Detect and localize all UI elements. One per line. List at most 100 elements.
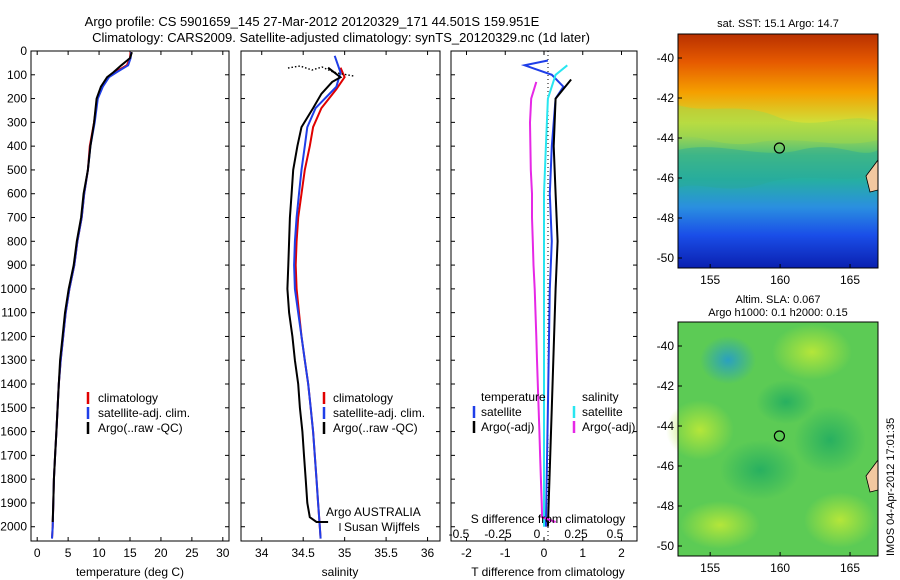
temperature-panel: 0100200300400500600700800900100011001200… (0, 44, 230, 579)
depth-tick-label: 2000 (0, 520, 27, 534)
map-x-tick-label: 160 (770, 561, 790, 575)
legend-label-argo: Argo(..raw -QC) (333, 421, 418, 435)
sla-float-marker (773, 430, 786, 442)
salinity-profiles (286, 55, 346, 539)
x-tick-label: 15 (123, 546, 137, 560)
x-tick-label: 30 (216, 546, 230, 560)
map-y-tick-label: -40 (657, 51, 675, 65)
depth-tick-label: 1700 (0, 448, 27, 462)
temperature-x-ticks: 0 5 10 15 20 25 30 (34, 51, 230, 560)
map-y-tick-label: -44 (657, 419, 675, 433)
sla-feature (720, 440, 800, 500)
legend-label-satellite: satellite-adj. clim. (98, 406, 190, 420)
salinity-depth-ticks (241, 50, 440, 528)
sst-cold-front-band (678, 147, 878, 189)
legend-label-argo: Argo(..raw -QC) (98, 421, 183, 435)
header-line2: Climatology: CARS2009. Satellite-adjuste… (92, 30, 590, 45)
sst-heatmap (678, 34, 878, 268)
map-x-tick-label: 165 (840, 561, 860, 575)
sst-x-ticks: 155 160 165 (700, 264, 860, 287)
temperature-axes (30, 50, 230, 542)
difference-depth-ticks (451, 50, 637, 528)
salinity-x-ticks: 34 34.5 35 35.5 36 (255, 51, 435, 560)
legend-label-s-satellite: satellite (582, 405, 623, 419)
sla-feature (756, 380, 816, 424)
depth-tick-label: 300 (7, 115, 27, 129)
x-tick-label: 0 (34, 546, 41, 560)
x2-tick-label: 0.5 (607, 527, 624, 541)
sst-float-marker (773, 142, 786, 154)
x2-tick-label: -0.5 (449, 527, 470, 541)
salinity-legend: climatology satellite-adj. clim. Argo(..… (322, 391, 425, 435)
difference-x-ticks: -2 -1 0 1 2 -0.5 -0.25 0 0.25 0.5 (449, 51, 625, 560)
sst-map-frame (677, 33, 879, 269)
x-tick-label: 35 (338, 546, 352, 560)
depth-tick-label: 200 (7, 92, 27, 106)
temperature-profiles (51, 51, 133, 539)
s-difference-label: S difference from climatology (471, 512, 626, 526)
x-tick-label: 36 (421, 546, 435, 560)
sst-map-title: sat. SST: 15.1 Argo: 14.7 (717, 18, 839, 30)
legend-label-s-argo: Argo(-adj) (582, 420, 635, 434)
legend-label-climatology: climatology (98, 391, 158, 405)
series-line-satellite (543, 64, 568, 527)
sla-map-panel: Altim. SLA: 0.067 Argo h1000: 0.1 h2000:… (657, 294, 879, 575)
sla-feature (772, 324, 852, 380)
depth-tick-label: 100 (7, 68, 27, 82)
map-y-tick-label: -50 (657, 251, 675, 265)
x-tick-label: 1 (579, 546, 586, 560)
x-tick-label: 35.5 (374, 546, 398, 560)
sla-feature (804, 492, 876, 548)
map-x-tick-label: 155 (700, 273, 720, 287)
series-line-satellite-adj-clim- (293, 55, 342, 539)
legend-label-t-argo: Argo(-adj) (481, 420, 534, 434)
x-tick-label: -1 (500, 546, 511, 560)
difference-profiles (520, 59, 572, 527)
temperature-legend: climatology satellite-adj. clim. Argo(..… (86, 391, 190, 435)
imos-timestamp: IMOS 04-Apr-2012 17:01:35 (885, 418, 897, 556)
x2-tick-label: 0 (534, 527, 541, 541)
salinity-panel: 34 34.5 35 35.5 36 climatology satellite-adj… (240, 50, 441, 579)
depth-tick-label: 1900 (0, 496, 27, 510)
depth-tick-label: 1800 (0, 472, 27, 486)
map-y-tick-label: -48 (657, 499, 675, 513)
depth-tick-label: 1100 (1, 306, 27, 320)
x-tick-label: -2 (461, 546, 472, 560)
depth-tick-label: 800 (7, 234, 27, 248)
legend-title-salinity: salinity (582, 390, 619, 404)
legend-label-satellite: satellite-adj. clim. (333, 406, 425, 420)
depth-tick-label: 0 (20, 44, 27, 58)
legend-title-temperature: temperature (481, 390, 546, 404)
depth-tick-label: 600 (7, 187, 27, 201)
depth-tick-label: 400 (7, 139, 27, 153)
x-tick-label: 20 (154, 546, 168, 560)
x-tick-label: 0 (541, 546, 548, 560)
header-line1: Argo profile: CS 5901659_145 27-Mar-2012… (85, 14, 540, 29)
sst-warm-tongue (678, 105, 878, 145)
depth-ticks: 0 100 200 300 400 500 600 700 800 900 1000 1100 1200… (0, 44, 229, 534)
map-x-tick-label: 155 (700, 561, 720, 575)
depth-tick-label: 1000 (0, 282, 27, 296)
map-y-tick-label: -44 (657, 131, 675, 145)
depth-tick-label: 1500 (0, 401, 27, 415)
map-y-tick-label: -40 (657, 339, 675, 353)
x-tick-label: 25 (185, 546, 199, 560)
sla-map-subtitle: Argo h1000: 0.1 h2000: 0.15 (708, 307, 847, 319)
depth-tick-label: 1200 (0, 329, 27, 343)
map-y-tick-label: -42 (657, 379, 675, 393)
map-x-tick-label: 165 (840, 273, 860, 287)
legend-label-climatology: climatology (333, 391, 393, 405)
map-y-tick-label: -46 (657, 171, 675, 185)
argo-australia-annotation: Argo AUSTRALIA (326, 505, 421, 519)
map-y-tick-label: -46 (657, 459, 675, 473)
salinity-dotted-spike (287, 65, 355, 77)
series-line-argo-adj- (546, 78, 572, 527)
sla-y-ticks: -40 -42 -44 -46 -48 -50 (657, 339, 682, 553)
legend-label-t-satellite: satellite (481, 405, 522, 419)
sla-feature (794, 406, 866, 474)
x-tick-label: 2 (618, 546, 625, 560)
depth-tick-label: 900 (7, 258, 27, 272)
map-y-tick-label: -42 (657, 91, 675, 105)
